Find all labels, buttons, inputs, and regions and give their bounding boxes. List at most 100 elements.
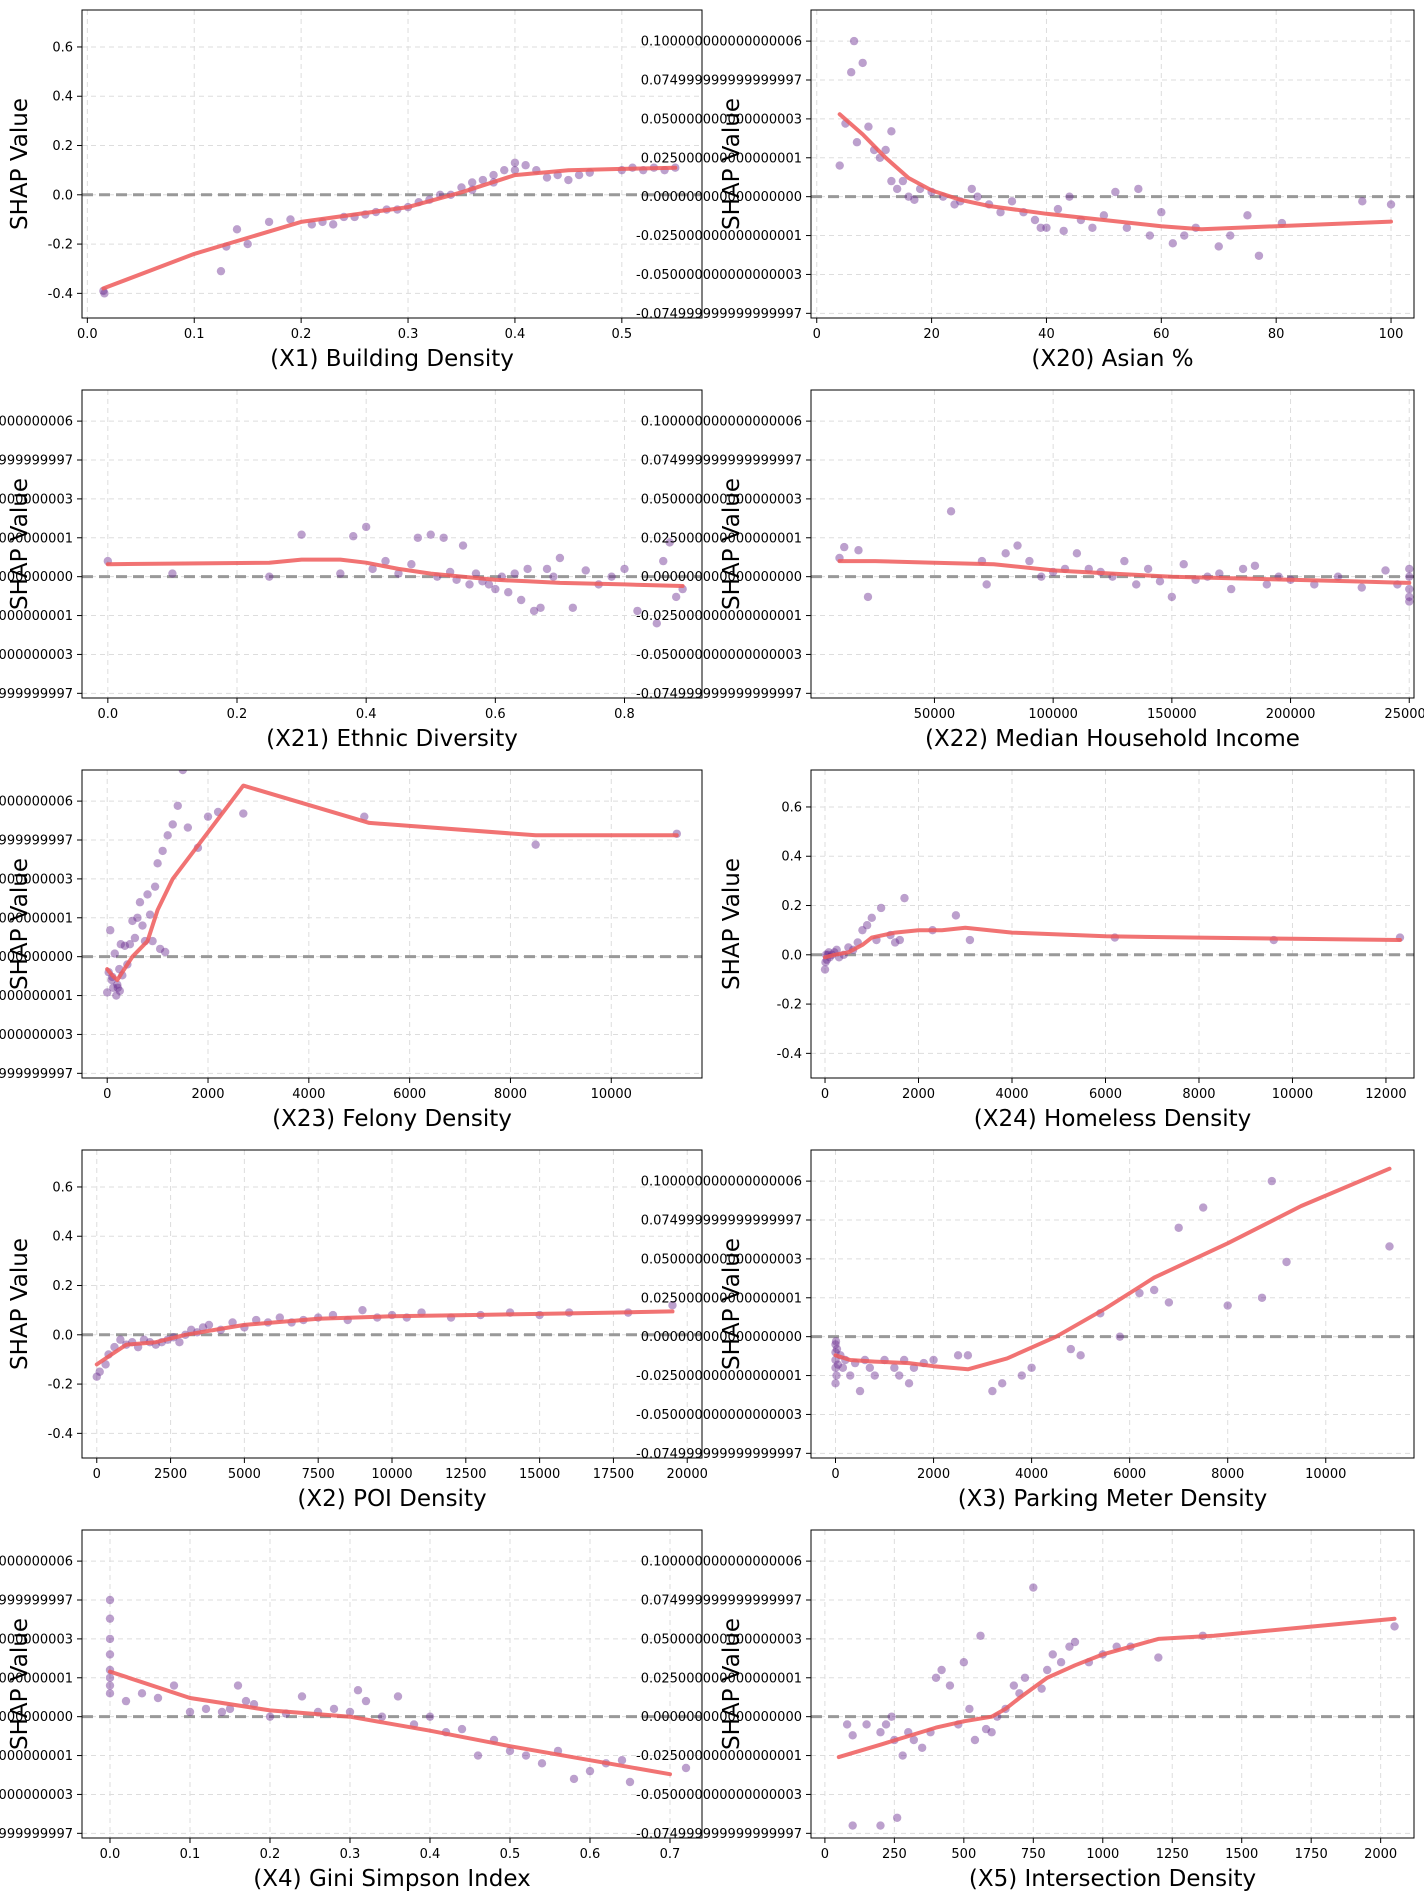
axes-frame xyxy=(810,389,1415,699)
x-tick-label: 20 xyxy=(923,327,940,342)
chart-panel-1: 0.0 0.1 0.2 0.3 0.4 0.5 -0.4 -0.2 0.0 0.2 0.4 0.6 (X… xyxy=(7,9,703,372)
trend-line xyxy=(101,165,678,291)
data-point xyxy=(876,903,886,913)
data-point xyxy=(1257,1293,1267,1302)
trend-line xyxy=(837,559,1412,585)
x-tick-label: 8000 xyxy=(494,1087,527,1102)
data-point xyxy=(531,840,540,849)
data-point xyxy=(832,1344,842,1354)
data-point xyxy=(838,1363,848,1372)
x-tick-label: 2000 xyxy=(191,1087,224,1102)
data-point xyxy=(1214,242,1223,251)
x-tick-label: 0 xyxy=(813,327,821,342)
data-point xyxy=(516,595,526,605)
data-point xyxy=(842,1720,852,1729)
data-point xyxy=(1405,584,1414,594)
data-point xyxy=(1099,211,1109,220)
x-tick-label: 4000 xyxy=(1015,1467,1048,1482)
x-tick-label: 0 xyxy=(831,1467,839,1482)
axes-frame xyxy=(810,769,1415,1079)
y-tick-label: 0.074999999999999997 xyxy=(641,1214,802,1229)
data-point xyxy=(100,289,109,298)
data-point xyxy=(467,178,477,187)
data-point xyxy=(1405,572,1414,581)
data-point xyxy=(870,1371,879,1380)
x-tick-label: 6000 xyxy=(393,1087,426,1102)
chart-panel-5: 0 2000 4000 6000 8000 10000 -0.074999999999999… xyxy=(0,769,703,1132)
data-point xyxy=(145,910,155,919)
data-point xyxy=(510,165,520,175)
plot-area xyxy=(82,390,702,698)
data-point xyxy=(185,1707,195,1717)
x-tick-label: 750 xyxy=(1021,1847,1046,1862)
data-point xyxy=(959,1658,969,1667)
y-tick-label: 0.025000000000000001 xyxy=(0,531,73,546)
trend-line xyxy=(105,783,679,982)
x-tick-label: 17500 xyxy=(593,1467,634,1482)
y-tick-label: -0.074999999999999997 xyxy=(636,1827,802,1842)
x-tick-label: 6000 xyxy=(1113,1467,1146,1482)
plot-area xyxy=(811,10,1414,318)
data-point xyxy=(105,1650,115,1659)
plot-content xyxy=(105,1595,691,1787)
y-tick-label: 0.6 xyxy=(52,40,73,55)
data-point xyxy=(361,522,371,532)
data-point xyxy=(569,1774,579,1784)
x-tick-label: 100000 xyxy=(1028,707,1078,722)
data-point xyxy=(478,175,488,185)
chart-panel-3: 0.0 0.2 0.4 0.6 0.8 -0.074999999999999997 -0.0… xyxy=(0,389,703,752)
x-tick-label: 80 xyxy=(1268,327,1285,342)
y-tick-label: 0.025000000000000001 xyxy=(0,1671,73,1686)
data-point xyxy=(892,184,902,194)
data-point xyxy=(473,1751,483,1760)
data-point xyxy=(1145,231,1155,240)
data-point xyxy=(931,1673,941,1682)
y-tick-label: 0.4 xyxy=(52,90,73,105)
y-tick-label: 0.050000000000000003 xyxy=(0,492,73,507)
x-tick-label: 2500 xyxy=(154,1467,187,1482)
data-point xyxy=(150,882,160,891)
data-point xyxy=(910,195,919,204)
y-tick-label: 0.025000000000000001 xyxy=(641,531,802,546)
y-tick-label: 0.050000000000000003 xyxy=(0,872,73,887)
data-point xyxy=(1243,211,1252,220)
data-point xyxy=(633,606,642,616)
y-axis-label: SHAP Value xyxy=(719,98,745,230)
y-tick-label: 0.2 xyxy=(52,139,73,154)
y-tick-label: -0.025000000000000001 xyxy=(636,1369,802,1384)
data-point xyxy=(963,1351,973,1360)
x-tick-label: 0 xyxy=(821,1847,829,1862)
data-point xyxy=(160,947,170,957)
x-tick-label: 0 xyxy=(103,1087,111,1102)
data-point xyxy=(1132,580,1141,589)
data-point xyxy=(1076,1351,1085,1360)
data-point xyxy=(425,1712,435,1721)
x-tick-label: 2000 xyxy=(1364,1847,1397,1862)
y-tick-label: -0.025000000000000001 xyxy=(636,609,802,624)
y-tick-label: -0.074999999999999997 xyxy=(636,687,802,702)
y-tick-label: -0.074999999999999997 xyxy=(636,307,802,322)
data-point xyxy=(1386,200,1396,209)
data-point xyxy=(854,546,863,555)
y-tick-label: 0.074999999999999997 xyxy=(0,454,73,469)
data-point xyxy=(847,68,856,77)
data-point xyxy=(1053,204,1063,214)
data-point xyxy=(831,1337,841,1346)
trend-line xyxy=(833,1166,1392,1372)
data-point xyxy=(201,1704,211,1714)
x-tick-label: 100 xyxy=(1379,327,1404,342)
data-point xyxy=(457,183,466,192)
data-point xyxy=(536,603,545,612)
data-point xyxy=(1042,1665,1052,1675)
x-tick-label: 0.8 xyxy=(614,707,635,722)
data-point xyxy=(831,1379,840,1388)
data-point xyxy=(1154,1653,1163,1662)
data-point xyxy=(564,175,573,185)
data-point xyxy=(116,1335,125,1344)
y-tick-label: 0.074999999999999997 xyxy=(641,454,802,469)
data-point xyxy=(973,192,982,201)
x-tick-label: 10000 xyxy=(591,1087,632,1102)
y-tick-label: -0.050000000000000003 xyxy=(636,648,802,663)
plot-area xyxy=(811,390,1414,698)
data-point xyxy=(169,1681,179,1690)
